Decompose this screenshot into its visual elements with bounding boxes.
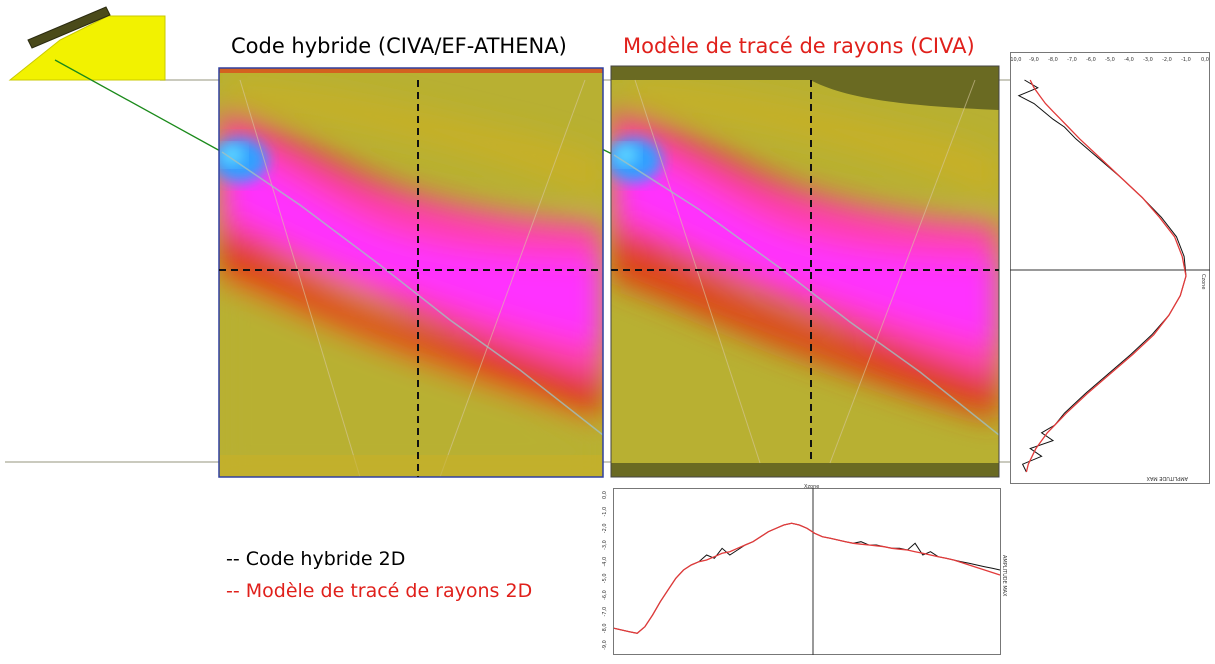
vertical-profile-x-tick: -10,0: [1010, 57, 1021, 63]
horizontal-profile-y-tick: -5,0: [602, 573, 608, 583]
vertical-profile-x-tick: -9,0: [1029, 57, 1039, 63]
horizontal-profile-xlabel: Xzone: [804, 484, 819, 490]
horizontal-profile-chart: 0,0-1,0-2,0-3,0-4,0-5,0-6,0-7,0-8,0-9,0 …: [602, 484, 1007, 655]
vertical-profile-ylabel: Czone: [1200, 274, 1206, 289]
vertical-profile-x-tick: -5,0: [1105, 57, 1115, 63]
vertical-profile-x-tick: -6,0: [1086, 57, 1096, 63]
vertical-profile-x-tick: -7,0: [1067, 57, 1077, 63]
horizontal-profile-series-raytracing: [613, 522, 1001, 635]
hybrid-heatmap: [219, 68, 603, 477]
beam-line: [54, 59, 223, 153]
vertical-profile-x-tick: 0,0: [1201, 57, 1209, 63]
horizontal-profile-y-tick: -3,0: [602, 540, 608, 550]
transducer-element: [27, 6, 111, 49]
horizontal-profile-y-tick: 0,0: [602, 491, 608, 499]
horizontal-profile-y-tick: -8,0: [602, 623, 608, 633]
horizontal-profile-ylabel: AMPLITUDE MAX: [1001, 555, 1007, 597]
horizontal-profile-y-tick: -9,0: [602, 640, 608, 650]
horizontal-profile-y-tick: -4,0: [602, 557, 608, 567]
vertical-profile-chart: -10,0 -9,0 -8,0 -7,0 -6,0 -5,0 -4,0 -3,0 -2,0 -1,…: [1010, 52, 1210, 484]
hybrid-title: Code hybride (CIVA/EF-ATHENA): [231, 34, 567, 58]
legend-raytracing: -- Modèle de tracé de rayons 2D: [226, 580, 533, 602]
horizontal-profile-y-tick: -7,0: [602, 607, 608, 617]
vertical-profile-x-tick: -1,0: [1181, 57, 1191, 63]
vertical-profile-x-tick: -4,0: [1124, 57, 1134, 63]
horizontal-profile-y-tick: -2,0: [602, 523, 608, 533]
vertical-profile-x-tick: -2,0: [1162, 57, 1172, 63]
vertical-profile-series-raytracing: [1025, 79, 1187, 473]
horizontal-profile-y-tick: -6,0: [602, 590, 608, 600]
horizontal-profile-y-tick: -1,0: [602, 507, 608, 517]
raytracing-title: Modèle de tracé de rayons (CIVA): [623, 34, 975, 58]
vertical-profile-x-tick: -8,0: [1048, 57, 1058, 63]
vertical-profile-xlabel: AMPLITUDE MAX: [1146, 475, 1188, 481]
vertical-profile-x-tick: -3,0: [1143, 57, 1153, 63]
raytracing-heatmap: [611, 66, 999, 477]
probe-wedge: [8, 15, 166, 81]
legend-hybrid: -- Code hybride 2D: [226, 548, 406, 570]
